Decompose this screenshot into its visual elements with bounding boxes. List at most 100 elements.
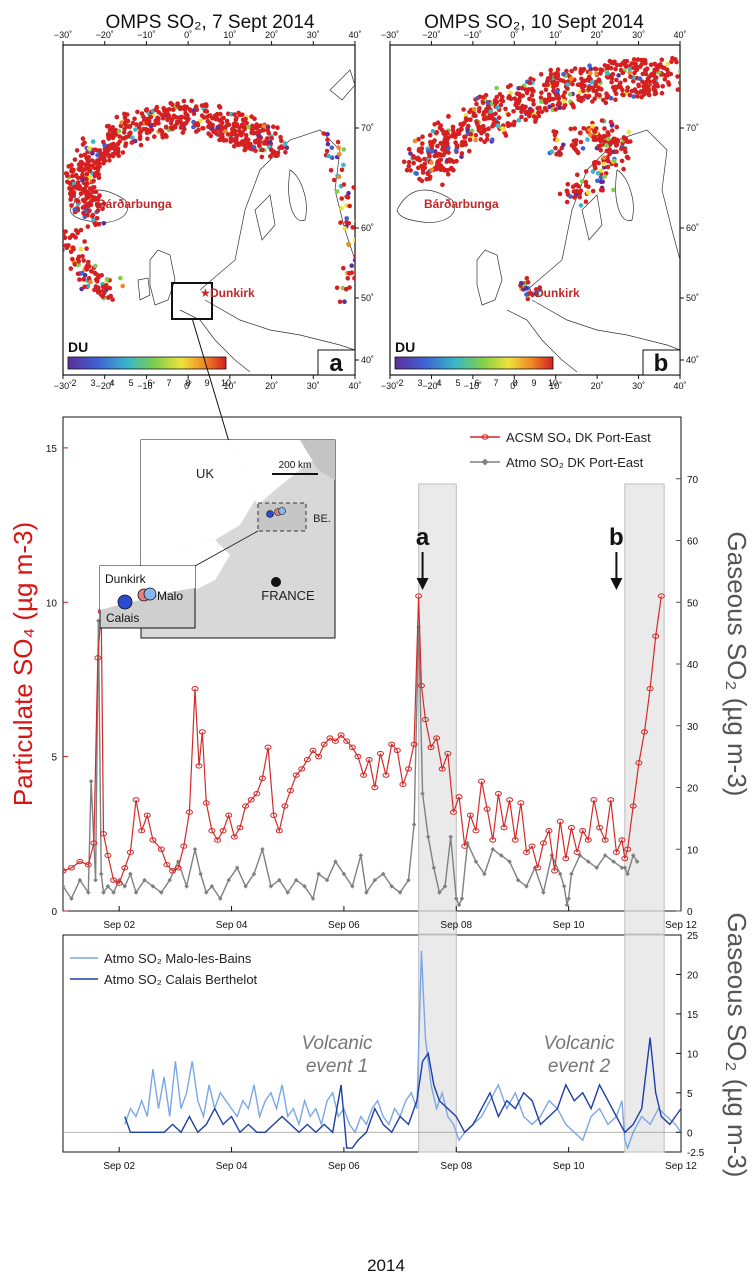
so2-pixel bbox=[525, 280, 531, 285]
so2-pixel bbox=[609, 128, 615, 133]
so2-pixel bbox=[232, 112, 237, 117]
lon-label-top: −30˚ bbox=[381, 30, 399, 40]
so2-pixel bbox=[268, 147, 274, 152]
atmo-dk-point bbox=[268, 884, 274, 889]
acsm-point bbox=[421, 716, 429, 723]
so2-pixel bbox=[70, 245, 76, 250]
bottom-y2-tick-label: 25 bbox=[687, 931, 699, 942]
so2-pixel bbox=[264, 136, 270, 141]
so2-pixel bbox=[90, 212, 96, 218]
atmo-dk-point bbox=[456, 902, 462, 908]
map-a-title: OMPS SO₂, 7 Sept 2014 bbox=[105, 12, 315, 33]
so2-pixel bbox=[463, 134, 468, 140]
so2-pixel bbox=[64, 173, 70, 178]
lat-label: 70˚ bbox=[361, 123, 374, 133]
so2-pixel bbox=[63, 247, 65, 253]
lon-label-top: −10˚ bbox=[464, 30, 482, 40]
so2-pixel bbox=[623, 62, 628, 68]
so2-pixel bbox=[110, 135, 116, 141]
so2-pixel bbox=[203, 109, 208, 114]
so2-pixel bbox=[601, 161, 607, 167]
acsm-point bbox=[652, 633, 660, 639]
so2-pixel bbox=[463, 142, 468, 147]
so2-pixel bbox=[275, 125, 280, 130]
so2-pixel bbox=[578, 188, 584, 193]
so2-pixel bbox=[85, 212, 90, 218]
so2-pixel bbox=[141, 114, 146, 120]
acsm-point bbox=[523, 849, 530, 856]
acsm-point bbox=[417, 682, 425, 689]
so2-pixel bbox=[336, 174, 342, 179]
so2-pixel bbox=[461, 107, 466, 112]
acsm-point bbox=[629, 803, 637, 809]
atmo-dk-point bbox=[350, 884, 355, 889]
acsm-point bbox=[275, 828, 283, 834]
so2-pixel bbox=[125, 118, 131, 124]
so2-pixel bbox=[508, 122, 514, 127]
top-x-tick-label: Sep 04 bbox=[216, 920, 248, 931]
map-b-city-label: Dunkirk bbox=[535, 286, 580, 300]
so2-pixel bbox=[69, 203, 74, 208]
so2-pixel bbox=[547, 75, 553, 81]
so2-pixel bbox=[102, 147, 108, 152]
acsm-point bbox=[590, 797, 598, 803]
so2-pixel bbox=[138, 142, 144, 148]
acsm-point bbox=[63, 868, 67, 874]
acsm-point bbox=[461, 843, 469, 849]
so2-pixel bbox=[116, 128, 122, 134]
so2-pixel bbox=[154, 104, 160, 110]
so2-pixel bbox=[72, 207, 77, 212]
so2-pixel bbox=[536, 113, 542, 119]
atmo-dk-point bbox=[437, 890, 442, 895]
so2-pixel bbox=[420, 141, 425, 146]
so2-pixel bbox=[557, 105, 563, 111]
so2-pixel bbox=[473, 137, 478, 143]
atmo-dk-point bbox=[397, 890, 403, 895]
so2-pixel bbox=[115, 146, 121, 151]
so2-pixel bbox=[81, 210, 86, 216]
atmo-dk-point bbox=[411, 822, 417, 827]
event-1-line2: event 1 bbox=[306, 1056, 368, 1077]
so2-pixel bbox=[201, 126, 206, 131]
so2-pixel bbox=[85, 162, 90, 167]
so2-pixel bbox=[435, 143, 440, 149]
acsm-point bbox=[348, 744, 356, 751]
so2-pixel bbox=[659, 90, 665, 96]
atmo-dk-point bbox=[564, 902, 570, 908]
acsm-point bbox=[472, 828, 480, 834]
so2-pixel bbox=[546, 96, 552, 101]
so2-pixel bbox=[106, 123, 111, 129]
so2-pixel bbox=[325, 141, 331, 147]
lon-label-top: −20˚ bbox=[96, 30, 114, 40]
so2-pixel bbox=[495, 123, 501, 128]
so2-pixel bbox=[553, 107, 559, 112]
so2-pixel bbox=[589, 79, 595, 85]
acsm-point bbox=[67, 865, 75, 871]
so2-pixel bbox=[556, 96, 562, 101]
so2-pixel bbox=[96, 222, 102, 227]
so2-pixel bbox=[120, 150, 126, 155]
so2-pixel bbox=[411, 160, 417, 166]
so2-pixel bbox=[99, 273, 104, 278]
acsm-point bbox=[612, 849, 620, 856]
so2-pixel bbox=[80, 142, 86, 147]
so2-pixel bbox=[543, 87, 549, 92]
top-series-group bbox=[63, 593, 665, 908]
so2-pixel bbox=[345, 276, 351, 281]
so2-pixel bbox=[449, 158, 455, 163]
so2-pixel bbox=[231, 144, 237, 149]
bottom-y2-tick-label: -2.5 bbox=[687, 1148, 705, 1159]
bottom-series-group bbox=[63, 950, 681, 1151]
so2-pixel bbox=[96, 172, 101, 177]
acsm-point bbox=[198, 729, 206, 735]
so2-pixel bbox=[471, 111, 477, 116]
acsm-point bbox=[115, 880, 123, 886]
so2-pixel bbox=[564, 68, 569, 74]
so2-pixel bbox=[75, 180, 81, 185]
so2-pixel bbox=[681, 77, 686, 82]
so2-pixel bbox=[449, 133, 455, 139]
so2-pixel bbox=[278, 134, 283, 140]
so2-pixel bbox=[629, 88, 635, 94]
so2-pixel bbox=[350, 225, 355, 230]
so2-pixel bbox=[435, 159, 441, 164]
